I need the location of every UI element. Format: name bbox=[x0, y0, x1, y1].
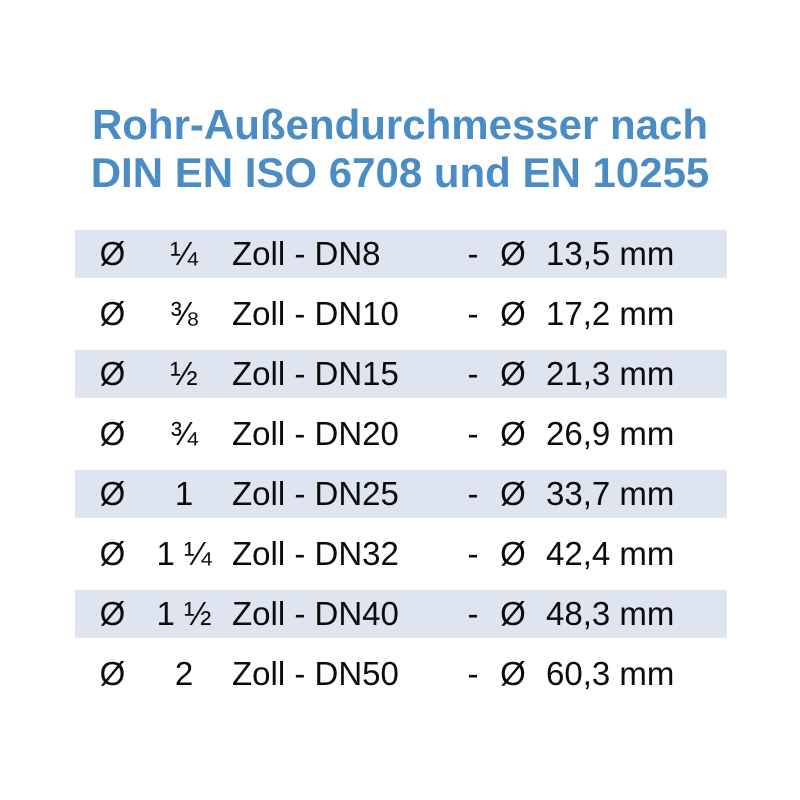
diameter-symbol: Ø bbox=[99, 595, 126, 632]
zoll-dn-label: Zoll - DN25 bbox=[232, 475, 399, 512]
table-row: Ø 2 Zoll - DN50 - Ø 60,3 mm bbox=[75, 644, 727, 704]
mm-value: 60,3 mm bbox=[546, 655, 675, 692]
inch-size: 1 bbox=[174, 475, 194, 512]
separator-dash: - bbox=[467, 235, 479, 272]
separator-dash: - bbox=[467, 595, 479, 632]
zoll-dn-label: Zoll - DN32 bbox=[232, 535, 399, 572]
table-row: Ø 1 ¼ Zoll - DN32 - Ø 42,4 mm bbox=[75, 524, 727, 584]
separator-dash: - bbox=[467, 535, 479, 572]
zoll-dn-label: Zoll - DN50 bbox=[232, 655, 399, 692]
mm-value: 21,3 mm bbox=[546, 355, 675, 392]
separator-dash: - bbox=[467, 475, 479, 512]
diameter-symbol: Ø bbox=[500, 355, 526, 392]
diameter-symbol: Ø bbox=[99, 475, 126, 512]
mm-value: 48,3 mm bbox=[546, 595, 675, 632]
title-line-1: Rohr-Außendurchmesser nach bbox=[91, 101, 709, 148]
table-row: Ø ¾ Zoll - DN20 - Ø 26,9 mm bbox=[75, 404, 727, 464]
table-row: Ø ¼ Zoll - DN8 - Ø 13,5 mm bbox=[75, 224, 727, 284]
diameter-symbol: Ø bbox=[500, 475, 526, 512]
table-row: Ø 1 ½ Zoll - DN40 - Ø 48,3 mm bbox=[75, 584, 727, 644]
diameter-symbol: Ø bbox=[500, 235, 526, 272]
diameter-symbol: Ø bbox=[500, 595, 526, 632]
mm-value: 26,9 mm bbox=[546, 415, 675, 452]
diameter-symbol: Ø bbox=[99, 655, 126, 692]
zoll-dn-label: Zoll - DN20 bbox=[232, 415, 399, 452]
pipe-size-table: Ø ¼ Zoll - DN8 - Ø 13,5 mm Ø ⅜ Zoll - DN… bbox=[75, 224, 727, 704]
zoll-dn-label: Zoll - DN8 bbox=[232, 235, 381, 272]
inch-size: 1 ½ bbox=[156, 595, 212, 632]
inch-size: ¾ bbox=[170, 415, 198, 452]
mm-value: 17,2 mm bbox=[546, 295, 675, 332]
zoll-dn-label: Zoll - DN10 bbox=[232, 295, 399, 332]
table-row: Ø ½ Zoll - DN15 - Ø 21,3 mm bbox=[75, 344, 727, 404]
diameter-symbol: Ø bbox=[99, 355, 126, 392]
separator-dash: - bbox=[467, 295, 479, 332]
diameter-symbol: Ø bbox=[99, 535, 126, 572]
diameter-symbol: Ø bbox=[99, 235, 126, 272]
table-row: Ø ⅜ Zoll - DN10 - Ø 17,2 mm bbox=[75, 284, 727, 344]
title-line-2: DIN EN ISO 6708 und EN 10255 bbox=[90, 149, 710, 196]
diameter-symbol: Ø bbox=[500, 295, 526, 332]
diameter-symbol: Ø bbox=[500, 415, 526, 452]
inch-size: ¼ bbox=[170, 235, 198, 272]
separator-dash: - bbox=[467, 655, 479, 692]
mm-value: 33,7 mm bbox=[546, 475, 675, 512]
separator-dash: - bbox=[467, 415, 479, 452]
inch-size: ½ bbox=[170, 355, 198, 392]
inch-size: ⅜ bbox=[170, 295, 198, 332]
diameter-symbol: Ø bbox=[99, 415, 126, 452]
page-title: Rohr-Außendurchmesser nach DIN EN ISO 67… bbox=[0, 101, 800, 197]
zoll-dn-label: Zoll - DN40 bbox=[232, 595, 399, 632]
separator-dash: - bbox=[467, 355, 479, 392]
diameter-symbol: Ø bbox=[500, 655, 526, 692]
diameter-symbol: Ø bbox=[500, 535, 526, 572]
mm-value: 13,5 mm bbox=[546, 235, 675, 272]
inch-size: 1 ¼ bbox=[156, 535, 212, 572]
diameter-symbol: Ø bbox=[99, 295, 126, 332]
zoll-dn-label: Zoll - DN15 bbox=[232, 355, 399, 392]
inch-size: 2 bbox=[174, 655, 194, 692]
mm-value: 42,4 mm bbox=[546, 535, 675, 572]
table-row: Ø 1 Zoll - DN25 - Ø 33,7 mm bbox=[75, 464, 727, 524]
